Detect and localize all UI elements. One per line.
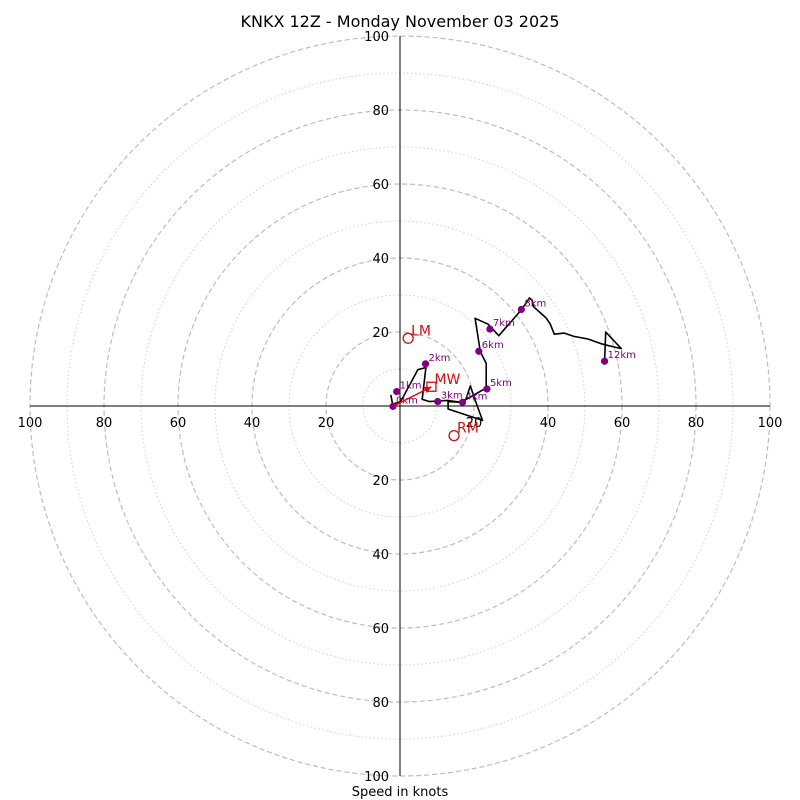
hodograph-trace-group bbox=[390, 297, 623, 422]
lm-marker bbox=[402, 332, 414, 344]
x-tick-label: 40 bbox=[244, 416, 261, 431]
lm-label: LM bbox=[411, 323, 431, 339]
x-tick-label: 100 bbox=[18, 416, 43, 431]
height-marker-1km bbox=[393, 387, 401, 396]
height-marker-6km bbox=[475, 347, 483, 355]
y-tick-label: 80 bbox=[372, 104, 389, 119]
height-label-12km: 12km bbox=[608, 350, 636, 361]
x-tick-label: 80 bbox=[96, 416, 113, 431]
height-label-6km: 6km bbox=[482, 340, 504, 351]
storm-motion-markers: LM RM MW bbox=[392, 323, 479, 442]
y-tick-label: 80 bbox=[372, 696, 389, 711]
height-label-2km: 2km bbox=[429, 353, 451, 364]
height-marker-2km bbox=[421, 360, 430, 368]
rm-marker bbox=[448, 429, 460, 442]
y-tick-label: 60 bbox=[372, 178, 389, 193]
height-label-7km: 7km bbox=[493, 318, 515, 329]
axes bbox=[30, 36, 770, 776]
hodograph-trace bbox=[390, 297, 623, 422]
height-label-0km: 0km bbox=[396, 395, 418, 406]
shear-vector-arrow bbox=[392, 386, 432, 407]
height-marker-3km bbox=[434, 397, 442, 406]
height-label-4km: 4km bbox=[466, 391, 488, 402]
height-label-8km: 8km bbox=[524, 298, 546, 309]
y-tick-label: 60 bbox=[372, 622, 389, 637]
height-marker-5km bbox=[483, 385, 491, 393]
height-marker-4km bbox=[458, 398, 467, 406]
y-tick-label: 20 bbox=[372, 474, 389, 489]
x-tick-label: 100 bbox=[758, 416, 783, 431]
rm-label: RM bbox=[457, 421, 479, 437]
y-tick-label: 40 bbox=[372, 252, 389, 267]
height-marker-7km bbox=[486, 325, 494, 333]
x-tick-label: 20 bbox=[318, 416, 335, 431]
x-tick-label: 80 bbox=[688, 416, 705, 431]
tick-labels: 100 80 60 40 20 20 40 60 80 100100806040202040608… bbox=[18, 30, 783, 785]
y-tick-label: 20 bbox=[372, 326, 389, 341]
height-marker-12km bbox=[601, 357, 609, 365]
x-tick-label: 40 bbox=[540, 416, 557, 431]
y-tick-label: 100 bbox=[364, 30, 389, 45]
height-marker-8km bbox=[517, 305, 525, 314]
x-tick-label: 60 bbox=[614, 416, 631, 431]
x-axis-label: Speed in knots bbox=[352, 785, 449, 800]
y-tick-label: 40 bbox=[372, 548, 389, 563]
y-tick-label: 100 bbox=[364, 770, 389, 785]
mw-marker bbox=[426, 381, 437, 392]
height-label-3km: 3km bbox=[441, 391, 463, 402]
chart-title: KNKX 12Z - Monday November 03 2025 bbox=[241, 12, 560, 31]
height-label-1km: 1km bbox=[400, 381, 422, 392]
height-label-5km: 5km bbox=[490, 378, 512, 389]
mw-label: MW bbox=[434, 372, 460, 388]
x-tick-label: 60 bbox=[170, 416, 187, 431]
